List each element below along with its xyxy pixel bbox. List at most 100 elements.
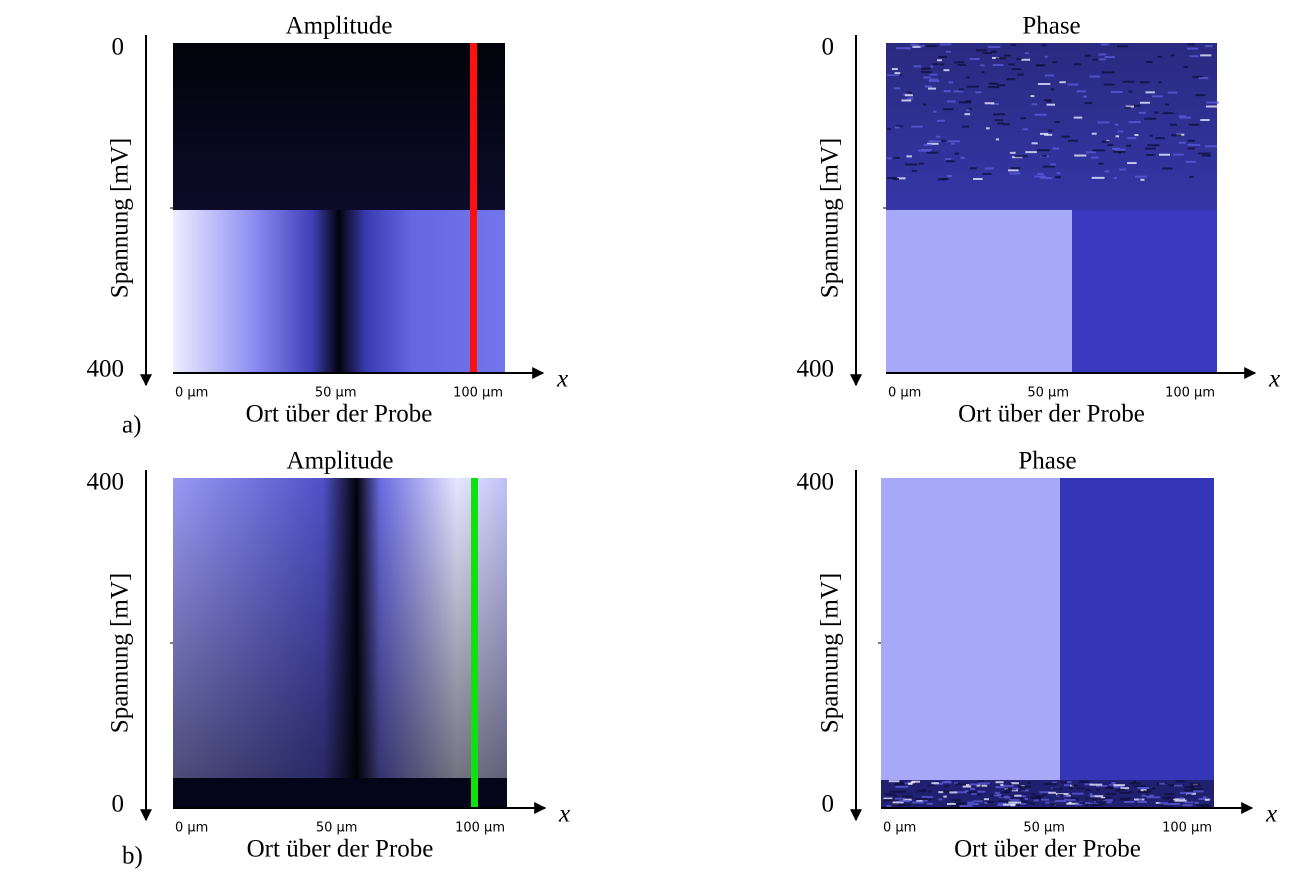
noise: [1111, 782, 1116, 785]
noise: [1187, 139, 1195, 142]
noise: [957, 63, 966, 66]
noise: [1011, 43, 1017, 46]
noise: [967, 801, 974, 804]
noise: [1009, 798, 1020, 801]
noise: [1011, 789, 1018, 792]
noise: [1175, 780, 1186, 783]
noise: [1067, 83, 1079, 86]
image-bright: [173, 210, 505, 373]
y-tick-label: 0: [112, 34, 125, 61]
noise: [1162, 112, 1174, 115]
noise: [983, 798, 989, 801]
x-axis-label: Ort über der Probe: [958, 401, 1145, 428]
noise: [914, 797, 928, 800]
noise: [1162, 796, 1175, 799]
noise: [929, 73, 938, 76]
noise: [916, 800, 923, 803]
noise: [1006, 78, 1016, 81]
noise: [1075, 803, 1083, 806]
noise: [907, 97, 914, 100]
noise: [1041, 44, 1047, 47]
noise: [1186, 47, 1199, 50]
noise: [967, 803, 979, 806]
noise: [1092, 149, 1105, 152]
noise: [1098, 802, 1106, 805]
noise: [1158, 153, 1170, 156]
noise: [997, 84, 1006, 87]
noise: [1084, 54, 1092, 57]
noise: [921, 796, 934, 799]
noise: [1084, 802, 1091, 805]
x-axis-label: Ort über der Probe: [247, 836, 434, 863]
noise: [913, 65, 922, 68]
noise: [1202, 796, 1207, 799]
noise: [1120, 787, 1130, 790]
noise: [938, 178, 946, 181]
noise: [943, 90, 951, 93]
noise: [975, 91, 982, 94]
noise: [1092, 58, 1098, 61]
noise: [938, 791, 944, 794]
noise: [982, 52, 993, 55]
x-tick-label: 100 µm: [1165, 386, 1215, 401]
noise: [923, 143, 932, 146]
noise: [1052, 61, 1058, 64]
noise: [926, 151, 939, 154]
noise: [1154, 111, 1159, 114]
noise: [1125, 105, 1135, 108]
noise: [951, 799, 962, 802]
x-axis-name: x: [556, 366, 568, 393]
noise: [1167, 91, 1178, 94]
noise: [1054, 800, 1067, 803]
noise: [1036, 64, 1046, 67]
noise: [1005, 788, 1016, 791]
noise: [977, 780, 985, 783]
noise: [962, 785, 972, 788]
noise: [901, 99, 912, 102]
noise: [1149, 134, 1153, 137]
noise: [1049, 802, 1057, 805]
noise: [1049, 163, 1057, 166]
y-tick-label: 400: [797, 469, 835, 496]
noise: [1001, 784, 1014, 787]
noise: [1174, 784, 1183, 787]
noise: [1201, 154, 1211, 157]
x-axis-name: x: [1268, 366, 1280, 393]
noise: [962, 125, 970, 128]
image-shade: [173, 478, 507, 778]
x-tick-label: 100 µm: [453, 386, 503, 401]
x-tick-label: 0 µm: [175, 386, 208, 401]
x-axis-label: Ort über der Probe: [246, 401, 433, 428]
noise: [1074, 154, 1087, 157]
noise: [1128, 121, 1141, 124]
noise: [1009, 151, 1016, 154]
noise: [935, 135, 941, 138]
noise: [1192, 75, 1203, 78]
noise: [927, 784, 934, 787]
noise: [933, 110, 937, 113]
noise: [1044, 782, 1058, 785]
noise: [1052, 787, 1063, 790]
image-dark: [173, 43, 505, 210]
noise: [966, 76, 970, 79]
noise: [1110, 90, 1123, 93]
noise: [1147, 144, 1160, 147]
noise: [1144, 147, 1156, 150]
noise: [1189, 55, 1199, 58]
noise: [984, 102, 995, 105]
noise: [1095, 785, 1109, 788]
x-tick-label: 50 µm: [315, 386, 357, 401]
noise: [1118, 151, 1122, 154]
noise: [1089, 793, 1093, 796]
noise: [1020, 117, 1027, 120]
noise: [990, 103, 999, 106]
noise: [1171, 134, 1182, 137]
noise: [1095, 788, 1101, 791]
noise: [1141, 794, 1155, 797]
noise: [1115, 135, 1120, 138]
row-label: a): [122, 412, 141, 439]
noise: [894, 797, 905, 800]
noise: [1105, 796, 1112, 799]
noise: [1155, 803, 1164, 806]
noise: [1046, 103, 1056, 106]
